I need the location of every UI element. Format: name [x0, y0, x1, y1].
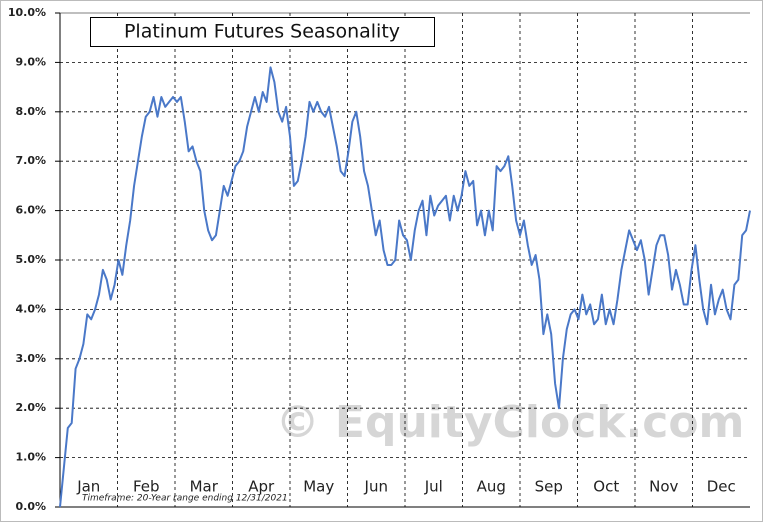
x-tick-label: Sep: [535, 478, 563, 496]
x-tick-label: Jan: [76, 478, 100, 496]
x-tick-label: Feb: [133, 478, 160, 496]
x-tick-label: May: [303, 478, 334, 496]
x-tick-label: Aug: [477, 478, 506, 496]
chart-title: Platinum Futures Seasonality: [124, 21, 400, 43]
x-tick-label: Oct: [593, 478, 619, 496]
y-tick-label: 3.0%: [15, 352, 46, 365]
y-tick-label: 9.0%: [15, 55, 46, 68]
y-tick-label: 10.0%: [8, 6, 46, 19]
y-tick-label: 0.0%: [15, 500, 46, 513]
grid: 0.0% 1.0% 2.0% 3.0% 4.0% 5.0% 6.0% 7.0% 8.0% 9.0%…: [8, 6, 750, 513]
y-tick-label: 7.0%: [15, 154, 46, 167]
x-tick-label: Apr: [248, 478, 275, 496]
x-tick-label: Jul: [424, 478, 443, 496]
y-tick-label: 2.0%: [15, 401, 46, 414]
y-tick-label: 5.0%: [15, 253, 46, 266]
note: Timeframe: 20-Year range ending 12/31/20…: [82, 494, 288, 504]
x-tick-label: Jun: [364, 478, 388, 496]
x-tick-label: Mar: [190, 478, 219, 496]
series-line: [59, 66, 751, 508]
y-tick-label: 6.0%: [15, 204, 46, 217]
y-tick-label: 4.0%: [15, 302, 46, 315]
y-tick-label: 8.0%: [15, 105, 46, 118]
watermark: © EquityClock.com: [276, 397, 745, 448]
title-box: [90, 17, 435, 47]
x-tick-label: Nov: [649, 478, 678, 496]
plot: [59, 66, 751, 508]
x-tick-label: Dec: [707, 478, 736, 496]
y-tick-label: 1.0%: [15, 451, 46, 464]
